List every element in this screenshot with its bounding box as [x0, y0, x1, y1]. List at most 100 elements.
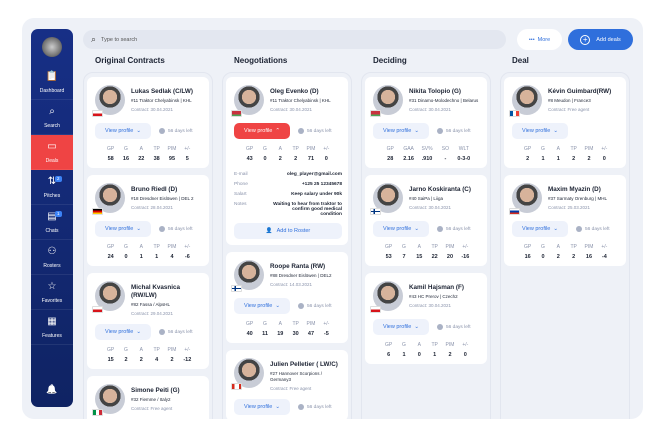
stat-value: 1: [556, 156, 560, 162]
view-profile-button[interactable]: View profile ⌄: [512, 123, 568, 139]
chevron-down-icon: ⌄: [414, 324, 419, 330]
stat-label: G: [402, 342, 406, 348]
sidebar-item-chats[interactable]: ▤ 1 Chats: [31, 205, 73, 240]
flag-icon: [92, 208, 103, 215]
chevron-down-icon: ⌄: [414, 226, 419, 232]
player-card: Maxim Myazin (D) #37 Sarmaty Orenburg | …: [504, 175, 626, 266]
stat-label: GP: [107, 244, 115, 250]
view-profile-button[interactable]: View profile ⌄: [373, 319, 429, 335]
player-name: Bruno Riedl (D): [131, 186, 178, 193]
stat-value: 0: [324, 156, 328, 162]
stat-value: 2: [124, 357, 128, 363]
contract-date: Contract: 30.04.2021: [131, 107, 174, 112]
view-profile-button[interactable]: View profile ⌃: [234, 123, 290, 139]
view-profile-button[interactable]: View profile ⌄: [95, 123, 151, 139]
stat-label: A: [556, 146, 560, 152]
days-left: 56 days left: [159, 329, 193, 335]
stats-row: GP 15 G 2 A 2 TP 4 PIM 2 +/- -12: [95, 347, 203, 363]
stat-label: A: [556, 244, 560, 250]
player-avatar: [231, 358, 264, 390]
detail-label: E-mail: [234, 172, 248, 177]
stat-value: 71: [307, 156, 315, 162]
sidebar-item-rosters[interactable]: ⚇ Rosters: [31, 240, 73, 275]
sidebar-item-label: Dashboard: [39, 87, 65, 94]
stat-value: 2: [587, 156, 591, 162]
chevron-down-icon: ⌄: [275, 404, 280, 410]
chevron-down-icon: ⌄: [136, 329, 141, 335]
view-profile-button[interactable]: View profile ⌄: [512, 221, 568, 237]
stat-value: 2: [294, 156, 298, 162]
view-profile-button[interactable]: View profile ⌄: [373, 221, 429, 237]
add-deals-label: Add deals: [596, 36, 621, 43]
view-profile-button[interactable]: View profile ⌄: [95, 324, 151, 340]
stat-value: 2: [170, 357, 174, 363]
stat-label: TP: [153, 146, 160, 152]
stat-value: 1: [139, 254, 143, 260]
stat-value: 22: [431, 254, 438, 260]
clock-icon: [437, 324, 443, 330]
view-profile-button[interactable]: View profile ⌄: [234, 298, 290, 314]
sidebar-item-search[interactable]: ⌕ Search: [31, 100, 73, 135]
column-title: Deal: [512, 56, 529, 65]
detail-value: +125 25 12345678: [301, 182, 342, 187]
stat-label: TP: [292, 321, 299, 327]
stat-label: PIM: [306, 321, 316, 327]
player-team: #37 Sarmaty Orenburg | MHL: [548, 196, 607, 201]
player-card: Bruno Riedl (D) #18 Dresdner Eislöwen | …: [87, 175, 209, 266]
stat-value: 1: [541, 156, 545, 162]
stat-label: GAA: [403, 146, 414, 152]
detail-label: Phone: [234, 182, 248, 187]
player-card: Jarno Koskiranta (C) #40 SaiPa | Liiga C…: [365, 175, 487, 266]
clipboard-icon: 📋: [45, 70, 59, 82]
sidebar-item-label: Rosters: [43, 262, 61, 269]
stat-value: 24: [107, 254, 114, 260]
stat-label: PIM: [584, 146, 594, 152]
stat-label: PIM: [445, 244, 455, 250]
view-profile-button[interactable]: View profile ⌄: [95, 221, 151, 237]
stat-value: 2: [448, 352, 452, 358]
more-button[interactable]: ••• More: [517, 29, 562, 50]
player-team: #18 Dresdner Eislöwen | DEL 2: [131, 196, 194, 201]
stat-value: 7: [402, 254, 406, 260]
player-name: Jarno Koskiranta (C): [409, 186, 471, 193]
player-name: Julien Pelletier ( LW/C): [270, 361, 338, 368]
player-avatar: [231, 260, 264, 292]
search-input[interactable]: ⌕ Type to search: [83, 30, 506, 49]
view-profile-label: View profile: [105, 226, 134, 232]
stat-label: +/-: [462, 342, 469, 348]
days-left: 56 days left: [576, 226, 610, 232]
sidebar-item-features[interactable]: ▦ Features: [31, 310, 73, 345]
view-profile-button[interactable]: View profile ⌄: [373, 123, 429, 139]
view-profile-button[interactable]: View profile ⌄: [234, 399, 290, 415]
grid-icon: ▦: [47, 315, 57, 327]
stat-value: 1: [402, 352, 406, 358]
sidebar-item-pitches[interactable]: ⇅ 2 Pitches: [31, 170, 73, 205]
player-name: Michal Kvasnica (RW/LW): [131, 284, 180, 299]
sidebar-item-label: Chats: [45, 227, 59, 234]
add-to-roster-button[interactable]: 👤 Add to Roster: [234, 223, 342, 239]
player-card: Lukas Sedlak (C/LW) #11 Traktor Chelyabi…: [87, 77, 209, 168]
player-avatar: [509, 183, 542, 215]
sidebar-item-dashboard[interactable]: 📋 Dashboard: [31, 65, 73, 100]
clock-icon: [437, 128, 443, 134]
player-card: Kamil Hajsman (F) #43 HC Prerov | Czech2…: [365, 273, 487, 364]
player-team: #82 Fassa / AlpsHL: [131, 302, 171, 307]
flag-icon: [370, 306, 381, 313]
stat-label: SO: [441, 146, 450, 152]
bell-icon[interactable]: 🔔: [46, 384, 58, 394]
contract-date: Contract: Free agent: [270, 386, 312, 391]
stat-label: TP: [431, 244, 438, 250]
player-name: Lukas Sedlak (C/LW): [131, 88, 193, 95]
stat-value: .910: [421, 156, 433, 162]
stat-value: 95: [168, 156, 176, 162]
flag-icon: [92, 306, 103, 313]
stats-row: GP 2 G 1 A 1 TP 2 PIM 2 +/- 0: [512, 146, 620, 162]
sidebar-item-deals[interactable]: ▭ Deals: [31, 135, 73, 170]
add-deals-button[interactable]: + Add deals: [568, 29, 633, 50]
days-left: 56 days left: [298, 404, 332, 410]
stat-value: 16: [122, 156, 130, 162]
stat-value: 0: [124, 254, 128, 260]
contract-date: Contract: Free agent: [131, 406, 173, 411]
sidebar-item-favorites[interactable]: ☆ Favorites: [31, 275, 73, 310]
more-label: More: [537, 36, 551, 43]
